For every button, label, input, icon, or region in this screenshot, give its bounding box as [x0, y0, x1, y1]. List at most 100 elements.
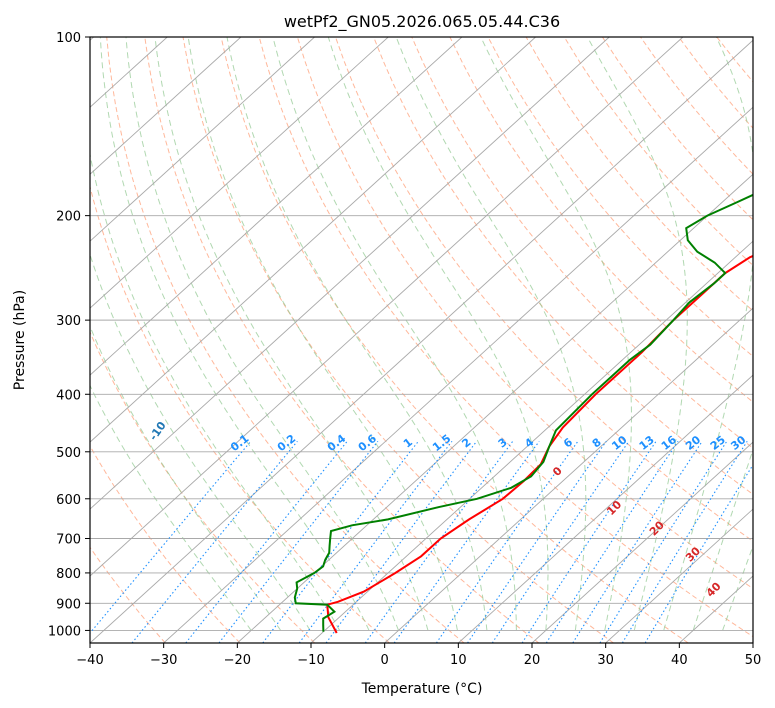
dry-adiabat-line	[716, 37, 753, 83]
x-tick-label: 10	[450, 653, 467, 668]
mixing-ratio-line	[435, 440, 579, 643]
dry-adiabat-line	[335, 37, 753, 542]
moist-adiabat-line	[187, 37, 458, 631]
mixing-ratio-line	[572, 440, 703, 643]
mixing-ratio-line	[131, 440, 298, 643]
isotherm-line	[90, 37, 242, 175]
isotherm-line	[90, 37, 315, 242]
x-tick-label: 30	[597, 653, 614, 668]
isotherm-line	[384, 307, 753, 643]
moist-adiabat-line	[327, 37, 549, 631]
y-axis-title: Pressure (hPa)	[12, 290, 28, 390]
moist-adiabat-line	[663, 37, 753, 631]
dry-adiabat-line	[487, 37, 753, 358]
mixing-ratio-label: 25	[708, 433, 728, 453]
dewpoint-profile	[293, 193, 753, 632]
moist-adiabat-line	[154, 37, 429, 631]
moist-adiabat-line	[692, 448, 753, 631]
y-tick-label: 1000	[48, 624, 81, 639]
mixing-ratio-label: 1.5	[430, 432, 453, 454]
isotherm-line	[90, 37, 463, 376]
y-tick-label: 900	[56, 597, 81, 612]
moist-adiabat-label: 30	[683, 544, 703, 564]
moist-adiabat-line	[90, 384, 252, 631]
dry-adiabat-line	[525, 37, 753, 312]
mixing-ratio-label: 0.2	[275, 432, 298, 454]
isotherm-line	[90, 37, 684, 577]
y-tick-label: 300	[56, 314, 81, 329]
moist-adiabat-line	[722, 544, 753, 631]
dry-adiabat-line	[373, 37, 753, 495]
mixing-ratio-label: 0.4	[325, 432, 349, 454]
mixing-ratio-line	[467, 440, 607, 643]
mixing-ratio-line	[298, 440, 453, 643]
x-tick-label: 40	[671, 653, 688, 668]
moist-adiabat-line	[480, 37, 632, 631]
moist-adiabat-line	[99, 37, 370, 631]
dry-adiabat-line	[640, 37, 753, 175]
isotherm-line	[310, 240, 753, 643]
grid-layer	[90, 37, 775, 643]
dry-adiabat-line	[755, 37, 775, 643]
y-tick-label: 800	[56, 567, 81, 582]
mixing-ratio-line	[621, 441, 748, 643]
isotherm-line	[458, 374, 753, 643]
isotherm-line	[90, 39, 753, 643]
x-axis-title: Temperature (°C)	[361, 681, 483, 697]
y-tick-label: 200	[56, 210, 81, 225]
mixing-ratio-line	[644, 463, 753, 643]
mixing-ratio-line	[325, 440, 478, 643]
x-tick-label: 0	[381, 653, 389, 668]
mixing-ratio-label: 1	[401, 436, 415, 451]
moist-adiabat-label: 10	[604, 498, 624, 518]
dry-adiabat-line	[90, 330, 316, 643]
isotherm-line	[90, 37, 389, 309]
dry-adiabat-line	[90, 445, 241, 643]
y-tick-label: 500	[56, 446, 81, 461]
isotherm-line	[752, 642, 753, 643]
dry-adiabat-line	[144, 37, 540, 643]
mixing-ratio-line	[545, 440, 679, 643]
dry-adiabat-line	[106, 37, 465, 643]
x-tick-label: −20	[224, 653, 251, 668]
isotherm-line	[531, 441, 753, 643]
mixing-ratio-line	[599, 441, 728, 643]
moist-adiabat-line	[395, 37, 587, 631]
dry-adiabat-line	[563, 37, 753, 267]
mixing-ratio-line	[521, 440, 657, 643]
mixing-ratio-label: 13	[637, 433, 657, 453]
mixing-ratio-label: 0.1	[228, 432, 251, 454]
y-tick-label: 100	[56, 31, 81, 46]
dry-adiabat-line	[411, 37, 753, 449]
isotherm-line	[163, 106, 753, 643]
moist-adiabat-line	[586, 37, 688, 631]
mixing-ratio-label: 2	[460, 436, 474, 451]
mixing-ratio-line	[218, 440, 379, 643]
isotherm-line	[90, 37, 536, 443]
y-tick-label: 400	[56, 388, 81, 403]
isotherm-line	[90, 37, 610, 510]
y-tick-label: 600	[56, 493, 81, 508]
mixing-ratio-label: 16	[659, 433, 679, 453]
dry-adiabat-line	[182, 37, 614, 643]
moist-adiabat-line	[226, 37, 488, 631]
moist-adiabat-line	[90, 252, 311, 631]
temperature-profile	[326, 254, 753, 634]
dry-adiabat-line	[296, 37, 753, 590]
axis-ticks: −40 −30 −20 −10 0 10 20 30 40 5010020030040050060…	[48, 31, 761, 668]
mixing-ratio-label: 30	[728, 433, 748, 453]
moist-adiabat-label: 0	[550, 464, 565, 479]
dry-adiabat-line	[449, 37, 753, 403]
mixing-ratio-line	[491, 440, 630, 643]
moist-adiabat-label: 40	[704, 579, 724, 599]
y-tick-label: 700	[56, 533, 81, 548]
moist-adiabat-line	[272, 37, 517, 631]
isotherm-line	[605, 508, 753, 643]
mixing-ratio-line	[393, 440, 540, 643]
x-tick-label: 20	[524, 653, 541, 668]
dry-adiabat-line	[220, 37, 689, 643]
x-tick-label: 50	[745, 653, 762, 668]
dry-adiabat-label: -10	[147, 419, 169, 443]
x-tick-label: −10	[297, 653, 324, 668]
